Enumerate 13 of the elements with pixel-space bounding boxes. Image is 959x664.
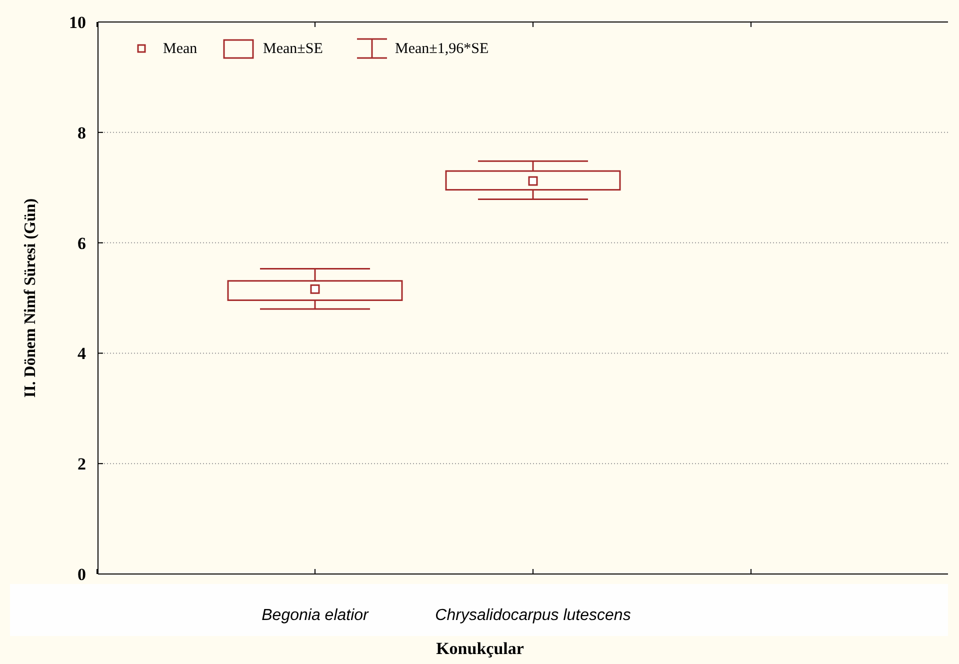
x-tick-label: Begonia elatior	[262, 607, 370, 624]
x-axis-title: Konukçular	[436, 639, 524, 658]
text: Mean	[163, 41, 198, 57]
y-tick-label: 6	[78, 234, 86, 253]
x-tick-label: Chrysalidocarpus lutescens	[435, 607, 631, 624]
y-tick-label: 2	[78, 454, 86, 474]
y-axis-title: II. Dönem Nimf Süresi (Gün)	[22, 198, 39, 398]
y-tick-label: 0	[78, 565, 86, 584]
y-tick-label: 10	[69, 13, 86, 32]
y-tick-label: 8	[78, 123, 86, 142]
y-tick-label: 4	[78, 344, 86, 364]
annotation: Mean±1,96*SE	[395, 41, 489, 57]
annotation: Mean±SE	[263, 41, 323, 57]
